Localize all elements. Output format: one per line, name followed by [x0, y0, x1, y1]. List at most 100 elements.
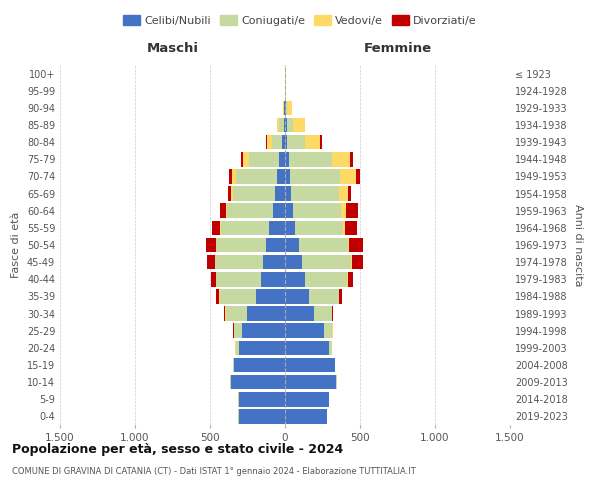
- Bar: [352, 255, 363, 270]
- Bar: [348, 186, 351, 201]
- Bar: [287, 118, 293, 132]
- Bar: [329, 340, 331, 355]
- Bar: [285, 358, 335, 372]
- Bar: [215, 255, 263, 270]
- Bar: [247, 306, 285, 321]
- Bar: [287, 100, 292, 115]
- Bar: [356, 169, 360, 184]
- Bar: [287, 135, 305, 150]
- Bar: [226, 204, 227, 218]
- Bar: [285, 118, 287, 132]
- Bar: [228, 186, 231, 201]
- Bar: [263, 255, 285, 270]
- Bar: [235, 340, 239, 355]
- Bar: [265, 238, 285, 252]
- Bar: [347, 272, 348, 286]
- Bar: [271, 135, 282, 150]
- Text: Maschi: Maschi: [146, 42, 199, 54]
- Bar: [233, 186, 275, 201]
- Bar: [279, 118, 284, 132]
- Bar: [239, 392, 285, 406]
- Bar: [343, 220, 345, 235]
- Bar: [229, 169, 232, 184]
- Bar: [285, 238, 299, 252]
- Text: COMUNE DI GRAVINA DI CATANIA (CT) - Dati ISTAT 1° gennaio 2024 - Elaborazione TU: COMUNE DI GRAVINA DI CATANIA (CT) - Dati…: [12, 468, 416, 476]
- Bar: [256, 289, 285, 304]
- Bar: [220, 220, 221, 235]
- Bar: [285, 306, 314, 321]
- Bar: [220, 289, 256, 304]
- Bar: [266, 135, 267, 150]
- Bar: [212, 220, 220, 235]
- Bar: [339, 186, 348, 201]
- Bar: [249, 152, 279, 166]
- Bar: [279, 152, 285, 166]
- Bar: [221, 220, 269, 235]
- Bar: [239, 409, 285, 424]
- Bar: [346, 204, 358, 218]
- Bar: [348, 238, 349, 252]
- Bar: [320, 135, 322, 150]
- Bar: [206, 255, 215, 270]
- Bar: [299, 238, 348, 252]
- Bar: [314, 306, 331, 321]
- Bar: [286, 100, 287, 115]
- Bar: [341, 204, 346, 218]
- Bar: [236, 169, 277, 184]
- Bar: [231, 375, 285, 390]
- Bar: [227, 204, 273, 218]
- Bar: [285, 152, 289, 166]
- Bar: [302, 255, 351, 270]
- Bar: [285, 169, 290, 184]
- Bar: [234, 324, 241, 338]
- Bar: [345, 220, 357, 235]
- Bar: [285, 392, 329, 406]
- Bar: [305, 272, 347, 286]
- Bar: [216, 272, 261, 286]
- Bar: [243, 152, 249, 166]
- Bar: [241, 324, 285, 338]
- Bar: [285, 186, 291, 201]
- Bar: [285, 375, 336, 390]
- Bar: [282, 135, 285, 150]
- Bar: [332, 306, 334, 321]
- Bar: [290, 169, 340, 184]
- Bar: [285, 204, 293, 218]
- Bar: [295, 220, 343, 235]
- Bar: [230, 375, 231, 390]
- Bar: [285, 220, 295, 235]
- Bar: [305, 135, 320, 150]
- Y-axis label: Anni di nascita: Anni di nascita: [573, 204, 583, 286]
- Bar: [350, 152, 353, 166]
- Bar: [283, 100, 284, 115]
- Bar: [277, 118, 279, 132]
- Bar: [348, 272, 353, 286]
- Bar: [309, 289, 339, 304]
- Text: Popolazione per età, sesso e stato civile - 2024: Popolazione per età, sesso e stato civil…: [12, 442, 343, 456]
- Bar: [234, 358, 285, 372]
- Bar: [241, 152, 243, 166]
- Bar: [239, 340, 285, 355]
- Y-axis label: Fasce di età: Fasce di età: [11, 212, 21, 278]
- Bar: [233, 358, 234, 372]
- Bar: [289, 152, 332, 166]
- Bar: [206, 238, 216, 252]
- Bar: [261, 272, 285, 286]
- Bar: [217, 289, 220, 304]
- Bar: [277, 169, 285, 184]
- Legend: Celibi/Nubili, Coniugati/e, Vedovi/e, Divorziati/e: Celibi/Nubili, Coniugati/e, Vedovi/e, Di…: [119, 10, 481, 30]
- Bar: [285, 135, 287, 150]
- Bar: [285, 100, 286, 115]
- Bar: [340, 289, 343, 304]
- Bar: [285, 272, 305, 286]
- Bar: [267, 135, 271, 150]
- Bar: [273, 204, 285, 218]
- Bar: [332, 152, 350, 166]
- Bar: [231, 186, 233, 201]
- Bar: [332, 324, 334, 338]
- Bar: [293, 118, 305, 132]
- Bar: [269, 220, 285, 235]
- Bar: [285, 409, 327, 424]
- Bar: [226, 306, 247, 321]
- Bar: [285, 340, 329, 355]
